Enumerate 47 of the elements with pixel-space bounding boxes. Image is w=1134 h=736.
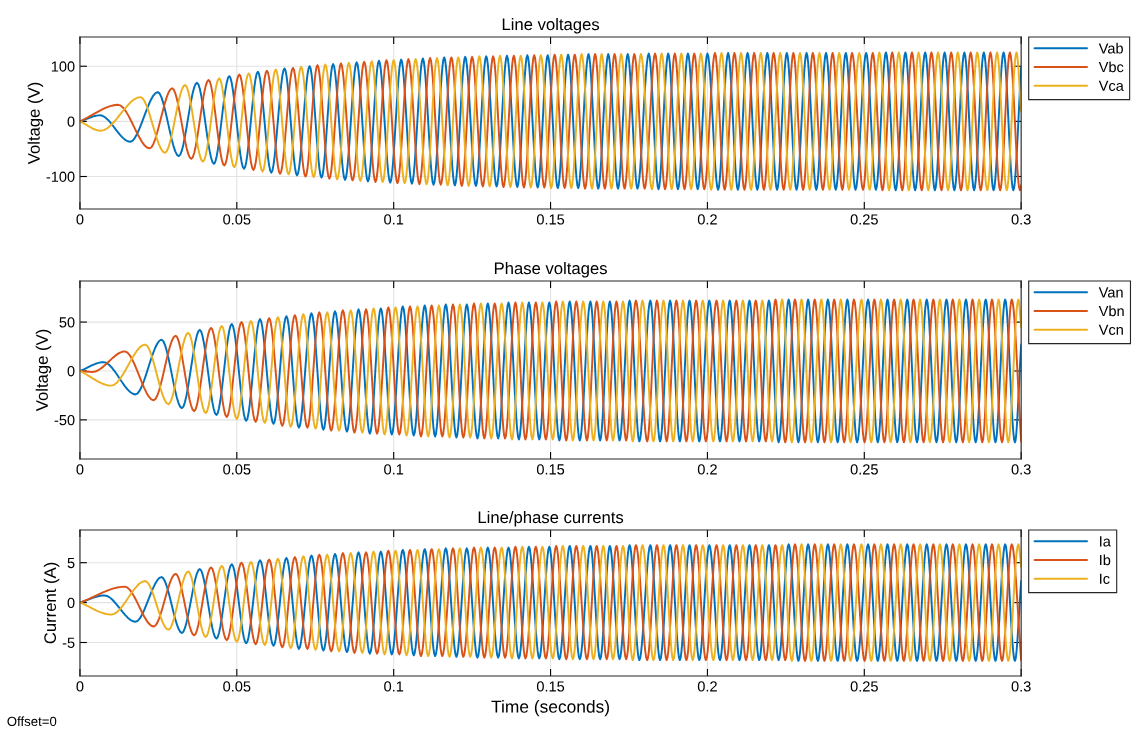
x-tick-label: 0.25 bbox=[850, 681, 878, 692]
y-axis-title: Current (A) bbox=[43, 562, 60, 644]
y-tick-label: -50 bbox=[54, 414, 75, 426]
y-tick-label: 5 bbox=[67, 557, 75, 569]
x-tick-label: 0.05 bbox=[223, 464, 251, 475]
x-tick-label: 0.05 bbox=[223, 214, 251, 225]
x-tick-label: 0.05 bbox=[223, 681, 251, 692]
x-tick-label: 0.3 bbox=[1011, 464, 1031, 475]
x-tick-label: 0.2 bbox=[697, 214, 717, 225]
x-tick-label: 0.25 bbox=[850, 214, 878, 225]
legend-label: Vbn bbox=[1098, 305, 1124, 317]
legend-label: Van bbox=[1098, 287, 1123, 298]
x-tick-label: 0.15 bbox=[536, 681, 565, 692]
x-tick-label: 0.1 bbox=[384, 214, 404, 225]
legend-label: Vab bbox=[1098, 42, 1123, 54]
y-axis-title: Voltage (V) bbox=[35, 329, 52, 412]
text: Offset=0 bbox=[7, 716, 57, 727]
y-tick-label: 50 bbox=[59, 317, 75, 328]
x-tick-label: 0.15 bbox=[536, 214, 565, 225]
chart-title: Line voltages bbox=[502, 18, 600, 34]
y-tick-label: 100 bbox=[51, 61, 75, 72]
x-tick-label: 0 bbox=[76, 681, 84, 692]
x-tick-label: 0.3 bbox=[1011, 681, 1031, 692]
x-tick-label: 0.1 bbox=[384, 681, 404, 692]
x-tick-label: 0 bbox=[76, 214, 84, 225]
legend-label: Vca bbox=[1098, 80, 1124, 91]
x-tick-label: 0.3 bbox=[1011, 214, 1031, 225]
x-tick-label: 0.1 bbox=[384, 464, 404, 475]
x-tick-label: 0.2 bbox=[697, 681, 717, 692]
x-tick-label: 0 bbox=[76, 464, 84, 475]
legend-label: Vbc bbox=[1098, 61, 1124, 73]
x-tick-label: 0.25 bbox=[850, 464, 878, 475]
x-axis-title: Time (seconds) bbox=[491, 700, 609, 717]
y-tick-label: -100 bbox=[46, 171, 75, 182]
y-tick-label: 0 bbox=[67, 366, 75, 377]
chart-title: Phase voltages bbox=[494, 261, 607, 278]
legend-label: Vcn bbox=[1098, 324, 1123, 335]
chart-title: Line/phase currents bbox=[478, 510, 624, 527]
legend-label: Ic bbox=[1100, 573, 1110, 584]
x-tick-label: 0.2 bbox=[697, 464, 717, 475]
x-tick-label: 0.15 bbox=[536, 464, 565, 475]
legend-label: Ia bbox=[1100, 536, 1111, 547]
y-tick-label: 0 bbox=[67, 597, 75, 609]
legend-label: Ib bbox=[1100, 554, 1111, 566]
y-tick-label: 0 bbox=[67, 116, 75, 127]
y-axis-title: Voltage (V) bbox=[27, 82, 44, 165]
y-tick-label: -5 bbox=[62, 637, 75, 648]
